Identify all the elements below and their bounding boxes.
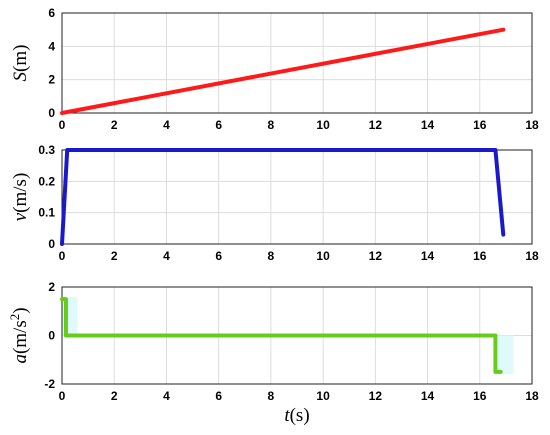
x-tick-label: 8 <box>268 118 275 132</box>
x-tick-label: 12 <box>369 389 383 403</box>
x-tick-label: 4 <box>163 118 170 132</box>
chart-panel-2: 0 2 4 6 8 10 12 14 16 18 0 0.1 0.2 0.3 v(m/s) <box>10 143 539 263</box>
shaded-region <box>498 335 514 375</box>
y-axis-label: v(m/s) <box>10 173 31 222</box>
x-tick-label: 14 <box>421 118 435 132</box>
x-tick-label: 18 <box>525 118 539 132</box>
y-axis-label: a(m/s2) <box>7 307 31 363</box>
y-axis-variable: S <box>10 71 31 81</box>
y-axis-variable: a <box>10 354 31 364</box>
x-tick-label: 10 <box>316 249 330 263</box>
y-tick-label: 6 <box>48 6 55 20</box>
y-axis-variable: v <box>10 212 31 221</box>
x-tick-label: 8 <box>268 389 275 403</box>
x-tick-label: 12 <box>369 249 383 263</box>
y-tick-label: 0 <box>48 329 55 343</box>
x-tick-label: 12 <box>369 118 383 132</box>
y-axis-unit: (m/s <box>10 320 31 354</box>
x-tick-label: 4 <box>163 389 170 403</box>
x-tick-label: 16 <box>473 118 487 132</box>
series-line <box>60 148 506 246</box>
y-tick-label: 0.2 <box>38 174 55 188</box>
y-tick-label: 0.3 <box>38 143 55 157</box>
y-axis-label: S(m) <box>10 45 31 82</box>
y-tick-label: 4 <box>48 39 55 53</box>
y-tick-label: 0 <box>48 106 55 120</box>
x-tick-label: 10 <box>316 118 330 132</box>
x-tick-label: 2 <box>111 118 118 132</box>
x-tick-label: 14 <box>421 389 435 403</box>
plot-frame <box>61 12 533 114</box>
x-tick-label: 6 <box>215 389 222 403</box>
x-tick-label: 6 <box>215 249 222 263</box>
x-tick-label: 0 <box>59 389 66 403</box>
x-axis-label: t(s) <box>284 405 309 426</box>
x-axis-variable: t <box>284 405 290 426</box>
y-tick-label: 0.1 <box>38 206 55 220</box>
y-tick-label: 2 <box>48 73 55 87</box>
x-tick-label: 0 <box>59 249 66 263</box>
series-line <box>60 27 506 115</box>
x-tick-label: 16 <box>473 249 487 263</box>
x-tick-label: 2 <box>111 389 118 403</box>
x-tick-label: 8 <box>268 249 275 263</box>
series-line <box>60 297 503 374</box>
x-tick-label: 6 <box>215 118 222 132</box>
y-tick-label: -2 <box>44 377 55 391</box>
y-tick-label: 2 <box>48 280 55 294</box>
y-axis-unit-close: ) <box>10 307 31 313</box>
x-tick-label: 18 <box>525 249 539 263</box>
plot-frame <box>61 286 533 385</box>
plot-frame <box>61 149 533 245</box>
x-tick-label: 14 <box>421 249 435 263</box>
y-axis-unit-exponent: 2 <box>7 314 22 321</box>
y-axis-unit: (m/s) <box>10 173 31 213</box>
x-tick-label: 4 <box>163 249 170 263</box>
x-tick-label: 10 <box>316 389 330 403</box>
y-axis-unit: (m) <box>10 45 31 72</box>
x-axis-unit: (s) <box>290 405 310 426</box>
x-tick-label: 0 <box>59 118 66 132</box>
x-tick-label: 16 <box>473 389 487 403</box>
chart-panel-1: 0 2 4 6 8 10 12 14 16 18 0 2 4 6 S(m) <box>10 6 539 132</box>
x-tick-label: 18 <box>525 389 539 403</box>
y-tick-label: 0 <box>48 237 55 251</box>
x-tick-label: 2 <box>111 249 118 263</box>
